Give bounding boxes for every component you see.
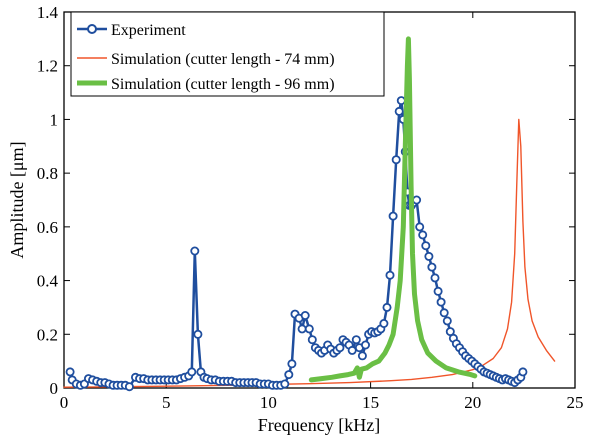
x-tick-label: 5 [162,393,171,412]
y-tick-label: 0.8 [37,164,58,183]
plot-area: 0 5 10 15 20 25 0 0.2 0.4 0.6 0.8 1 1.2 1.4 [37,3,584,412]
legend: Experiment Simulation (cutter length - 7… [70,11,385,97]
y-tick-label: 0.2 [37,325,58,344]
y-tick-label: 0.4 [37,272,59,291]
series-0-point [335,343,345,353]
series-0-point [360,340,370,350]
series-0-point [297,324,307,334]
x-tick-label: 20 [464,393,481,412]
series-0-point [430,273,440,283]
series-0-point [280,379,290,389]
legend-box [70,11,385,97]
series-0-point [379,318,389,328]
series-0-point [388,211,398,221]
y-tick-label: 1 [50,110,59,129]
series-0-point [427,262,437,272]
series-0-point [304,324,314,334]
series-2-line [308,36,478,383]
series-1-line [63,118,556,388]
series-0-point [518,367,528,377]
series-0-point [385,270,395,280]
series-0-point [391,155,401,165]
series-0-point [187,367,197,377]
legend-label-sim-74: Simulation (cutter length - 74 mm) [111,51,335,68]
y-tick-label: 1.2 [37,57,58,76]
legend-label-sim-96: Simulation (cutter length - 96 mm) [111,76,335,93]
series-0-point [442,316,452,326]
x-tick-label: 15 [362,393,379,412]
series-0-point [418,230,428,240]
series-0-point [436,297,446,307]
series-0-point [394,106,404,116]
series-0-point [351,335,361,345]
series-0-point [421,241,431,251]
series-0-point [193,329,203,339]
x-tick-label: 25 [567,393,584,412]
series-0-point [284,370,294,380]
x-tick-label: 0 [60,393,69,412]
series-0-point [412,195,422,205]
legend-marker-experiment [87,24,97,34]
series-0-point [287,359,297,369]
series-0-point [65,367,75,377]
y-axis-title: Amplitude [μm] [7,141,27,258]
x-axis-title: Frequency [kHz] [258,415,380,435]
series-0-point [439,308,449,318]
series-0-point [357,351,367,361]
series-0-point [124,382,134,392]
y-tick-label: 1.4 [37,3,59,22]
series-0-point [347,345,357,355]
legend-label-experiment: Experiment [111,22,186,39]
series-0-point [190,246,200,256]
y-tick-label: 0.6 [37,218,58,237]
y-tick-label: 0 [50,379,59,398]
series-0-point [307,335,317,345]
series-0-point [433,286,443,296]
series-0-point [300,310,310,320]
series-0-point [415,222,425,232]
series-0-point [396,96,406,106]
series-0-point [424,251,434,261]
x-tick-label: 10 [260,393,277,412]
series-0-point [382,302,392,312]
